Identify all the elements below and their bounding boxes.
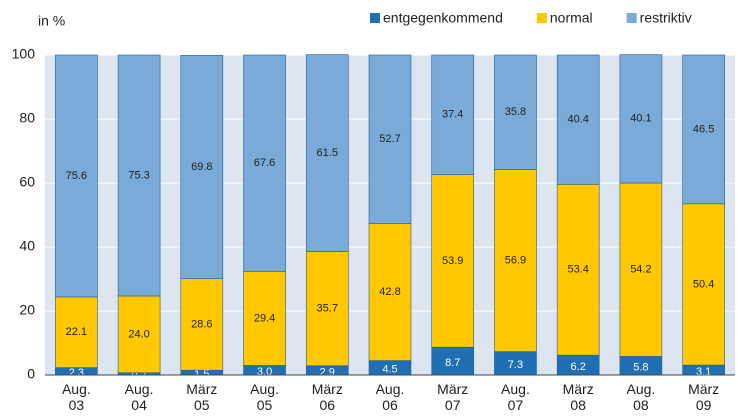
bar-segment [305,54,349,252]
data-label: 37.4 [442,109,463,121]
data-label: 7.3 [508,359,523,371]
bar-segment [556,183,600,356]
x-tick-label: März 08 [562,381,594,413]
data-label: 40.4 [567,114,588,126]
bar-segment [55,54,98,298]
data-label: 46.5 [693,123,714,135]
x-tick-label: Aug. 07 [501,381,530,413]
legend-swatch [370,13,380,23]
bar-segment [117,295,161,374]
bar-segment [180,278,224,371]
data-label: 67.6 [254,157,275,169]
bar-segment [117,54,161,297]
bar-segment [368,54,412,224]
x-tick-label: Aug. 06 [375,381,405,413]
legend-swatch [626,13,637,23]
data-label: 52.7 [379,133,400,145]
data-label: 75.3 [128,169,149,181]
y-tick-label: 100 [12,46,36,62]
bar-segment [494,169,537,352]
data-label: 6.2 [571,361,586,373]
legend-label: entgegenkommend [383,10,503,26]
data-label: 28.6 [191,318,212,330]
data-label: 2.9 [320,366,335,378]
bar-segment [243,54,286,272]
x-tick-label: März 07 [437,381,469,413]
data-label: 54.2 [630,264,651,276]
data-label: 35.7 [317,303,338,315]
x-tick-label: Aug. 05 [250,381,279,413]
data-label: 8.7 [445,357,460,369]
bar-segment [431,346,475,376]
x-tick-label: Aug. 03 [61,381,91,413]
x-tick-label: März 05 [186,381,218,413]
data-label: 35.8 [505,106,526,118]
bar-segment [305,251,349,367]
data-label: 5.8 [633,362,648,374]
legend-label: normal [550,10,593,26]
data-label: 75.6 [66,170,87,182]
data-label: 56.9 [505,255,526,267]
data-label: 42.8 [379,286,400,298]
data-label: 2.3 [69,367,84,379]
bar-segment [368,223,412,361]
bar-segment [494,54,537,170]
data-label: 24.0 [128,328,149,340]
bar-segment [619,182,663,357]
data-label: 50.4 [693,278,714,290]
bar-segment [682,54,725,205]
y-tick-label: 80 [19,110,35,126]
data-label: 53.9 [442,255,463,267]
data-label: 4.5 [382,364,397,376]
bar-segment [619,54,663,184]
legend-swatch [536,13,547,23]
data-label: 3.0 [257,366,272,378]
x-tick-label: März 09 [688,381,720,413]
x-tick-label: März 06 [311,381,343,413]
x-tick-label: Aug. 08 [626,381,656,413]
data-label: 3.1 [696,366,711,378]
bar-segment [180,55,224,279]
y-tick-label: 40 [19,238,35,254]
data-label: 53.4 [567,264,588,276]
bar-segment [431,54,475,175]
y-tick-label: 20 [19,302,35,318]
data-label: 61.5 [317,147,338,159]
data-label: 40.1 [630,113,651,125]
x-tick-label: Aug. 04 [124,381,154,413]
bar-segment [431,174,475,348]
data-label: 69.8 [191,161,212,173]
bar-segment [243,271,286,366]
y-axis-label: in % [38,13,65,29]
legend-label: restriktiv [640,10,692,26]
bar-segment [55,296,98,368]
data-label: 29.4 [254,312,275,324]
bar-segment [556,54,600,185]
y-tick-label: 60 [19,174,35,190]
y-tick-label: 0 [27,366,35,382]
data-label: 22.1 [66,326,87,338]
